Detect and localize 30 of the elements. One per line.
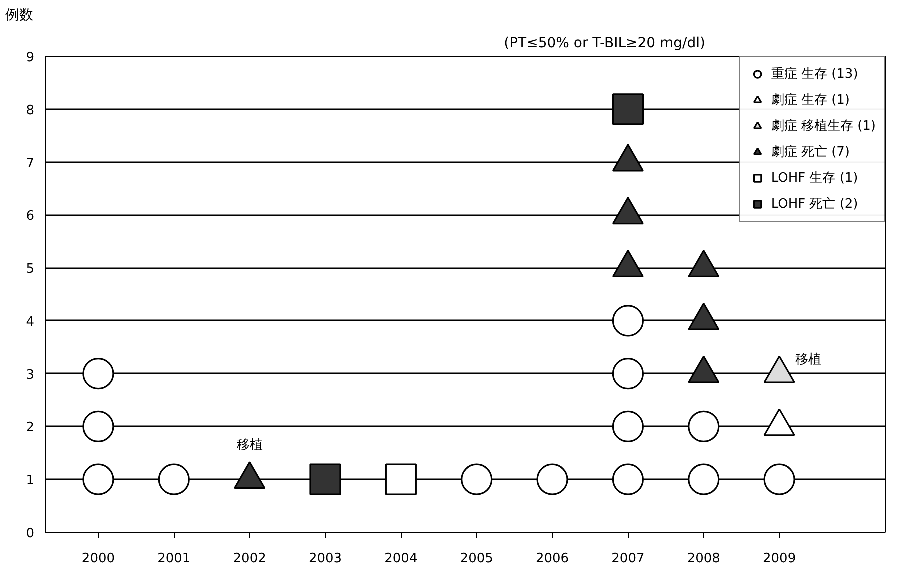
chart-title: (PT≤50% or T-BIL≥20 mg/dl) bbox=[504, 36, 706, 52]
y-tick-label: 4 bbox=[26, 314, 35, 330]
y-tick-label: 2 bbox=[26, 420, 35, 436]
y-tick-label: 3 bbox=[26, 368, 35, 383]
x-tick-label: 2008 bbox=[687, 552, 720, 566]
legend-label: LOHF 生存 (1) bbox=[771, 170, 858, 187]
x-tick-label: 2003 bbox=[308, 552, 342, 566]
annotation: 移植 bbox=[236, 438, 263, 454]
y-tick-label: 8 bbox=[26, 103, 35, 118]
y-tick-label: 7 bbox=[26, 156, 35, 172]
legend-label: 劇症 死亡 (7) bbox=[771, 144, 850, 161]
x-tick-label: 2006 bbox=[536, 552, 570, 566]
x-tick-label: 2002 bbox=[233, 552, 266, 566]
x-tick-label: 2005 bbox=[460, 552, 494, 566]
x-tick-label: 2007 bbox=[612, 552, 645, 566]
y-tick-label: 0 bbox=[26, 526, 35, 542]
x-tick-label: 2004 bbox=[384, 552, 418, 566]
legend-label: LOHF 死亡 (2) bbox=[771, 196, 858, 213]
legend-label: 重症 生存 (13) bbox=[771, 66, 858, 83]
legend-label: 劇症 移植生存 (1) bbox=[771, 118, 876, 135]
y-tick-label: 6 bbox=[26, 209, 35, 224]
x-tick-label: 2009 bbox=[763, 552, 796, 566]
y-tick-label: 1 bbox=[26, 474, 35, 489]
y-axis-title: 例数 bbox=[6, 8, 34, 24]
legend-label: 劇症 生存 (1) bbox=[771, 92, 850, 109]
y-tick-label: 5 bbox=[26, 262, 35, 278]
y-tick-label: 9 bbox=[26, 50, 35, 66]
x-tick-label: 2000 bbox=[82, 552, 116, 566]
annotation: 移植 bbox=[796, 352, 822, 368]
x-tick-label: 2001 bbox=[158, 552, 191, 566]
